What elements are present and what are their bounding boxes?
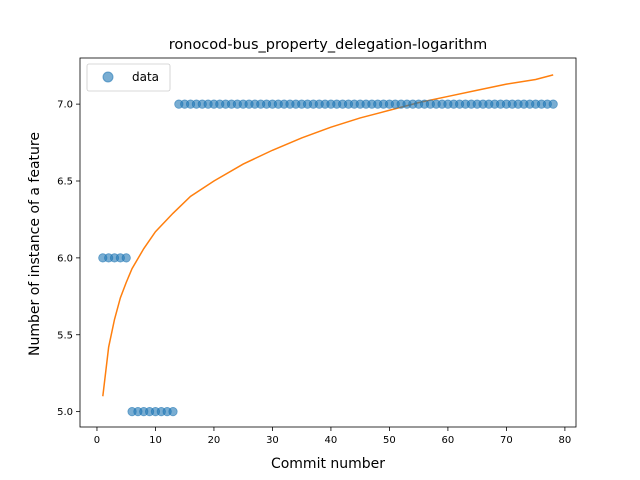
data-point [548, 99, 558, 109]
data-point [168, 407, 178, 417]
x-tick-label: 10 [149, 435, 162, 446]
y-tick-label: 5.0 [57, 407, 73, 418]
legend-box [86, 63, 171, 92]
legend-marker-data [102, 71, 114, 83]
x-tick-label: 0 [94, 435, 100, 446]
y-tick-label: 6.0 [57, 253, 73, 264]
x-tick-label: 60 [442, 435, 455, 446]
x-tick-label: 40 [325, 435, 338, 446]
legend: data [86, 63, 171, 92]
y-tick-label: 5.5 [57, 330, 73, 341]
fit-line [102, 74, 554, 397]
y-tick-label: 6.5 [57, 177, 73, 188]
chart-title: ronocod-bus_property_delegation-logarith… [169, 37, 488, 53]
x-tick-label: 20 [208, 435, 221, 446]
y-tick-label: 7.0 [57, 100, 73, 111]
legend-label-data: data [132, 70, 159, 84]
x-tick-label: 80 [559, 435, 572, 446]
y-axis-label: Number of instance of a feature [27, 132, 43, 356]
x-tick-label: 50 [383, 435, 396, 446]
x-tick-label: 30 [266, 435, 279, 446]
plot-frame [79, 57, 577, 428]
data-point [121, 253, 131, 263]
x-axis-label: Commit number [271, 456, 385, 472]
x-tick-label: 70 [500, 435, 513, 446]
